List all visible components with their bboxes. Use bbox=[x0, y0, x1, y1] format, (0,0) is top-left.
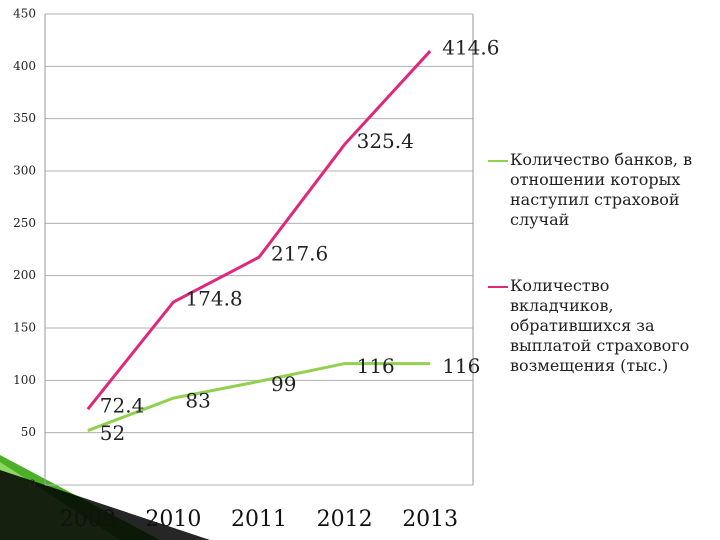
data-label: 414.6 bbox=[442, 36, 499, 60]
legend-line bbox=[488, 160, 508, 162]
data-label: 325.4 bbox=[357, 129, 414, 153]
y-tick-label: 200 bbox=[13, 268, 36, 282]
y-tick-label: 300 bbox=[13, 164, 36, 178]
x-tick-label: 2010 bbox=[145, 507, 201, 532]
data-label: 83 bbox=[185, 389, 210, 413]
x-tick-label: 2013 bbox=[402, 507, 458, 532]
decoration bbox=[0, 470, 210, 540]
data-label: 52 bbox=[100, 421, 125, 445]
legend-line bbox=[488, 286, 508, 288]
data-label: 174.8 bbox=[185, 287, 242, 311]
data-label: 116 bbox=[357, 354, 395, 378]
x-tick-label: 2009 bbox=[60, 507, 116, 532]
y-tick-label: 50 bbox=[21, 425, 36, 439]
x-tick-label: 2012 bbox=[317, 507, 373, 532]
legend-label: Количество банков, в отношении которых н… bbox=[510, 150, 693, 229]
y-tick-label: 250 bbox=[13, 216, 36, 230]
y-tick-label: 350 bbox=[13, 111, 36, 125]
y-tick-label: 0 bbox=[28, 478, 36, 492]
series-line bbox=[87, 362, 431, 432]
y-tick-label: 100 bbox=[13, 373, 36, 387]
y-tick-label: 450 bbox=[13, 7, 36, 21]
y-tick-label: 150 bbox=[13, 321, 36, 335]
series-line bbox=[86, 50, 432, 411]
data-label: 72.4 bbox=[100, 394, 145, 418]
legend-label: Количество вкладчиков, обратившихся за в… bbox=[510, 276, 690, 375]
x-tick-label: 2011 bbox=[231, 507, 287, 532]
data-label: 217.6 bbox=[271, 242, 328, 266]
data-label: 99 bbox=[271, 372, 296, 396]
data-label: 116 bbox=[442, 354, 480, 378]
y-tick-label: 400 bbox=[13, 59, 36, 73]
